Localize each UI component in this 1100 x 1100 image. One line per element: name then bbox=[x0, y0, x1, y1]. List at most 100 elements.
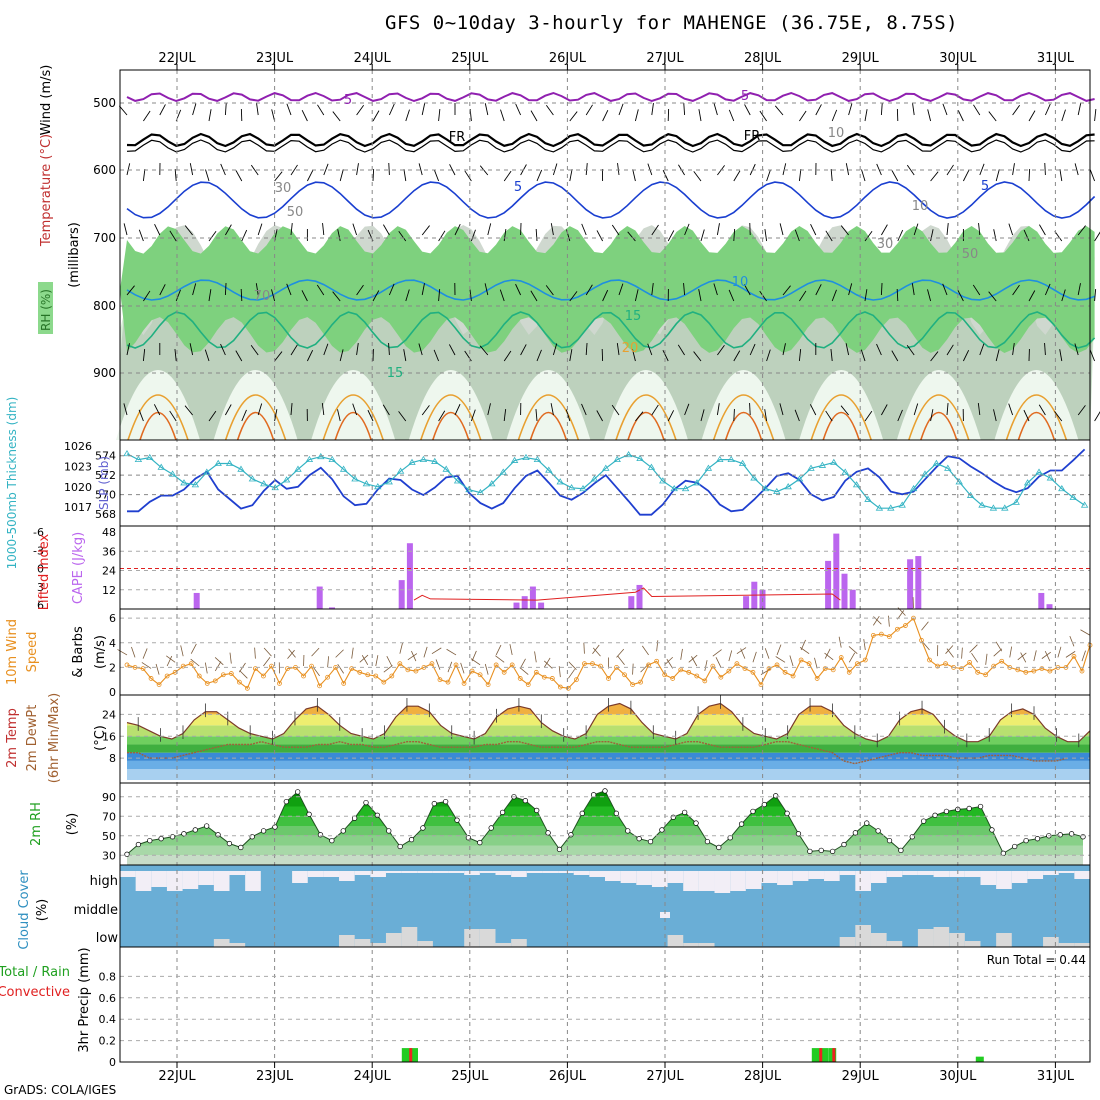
wind-barb-10m bbox=[460, 662, 465, 674]
wind-barb bbox=[503, 409, 507, 422]
rh-band bbox=[127, 855, 1083, 865]
thickness-point bbox=[396, 467, 405, 474]
wind-barb bbox=[848, 283, 853, 296]
cape-bar bbox=[849, 589, 856, 609]
wind-barb bbox=[962, 170, 970, 182]
rh-band bbox=[127, 826, 1083, 836]
thickness-point bbox=[442, 465, 450, 472]
wind-barb bbox=[749, 402, 751, 416]
wind-barb-10m bbox=[961, 647, 963, 659]
wind-barb bbox=[744, 104, 751, 116]
wind-barb bbox=[942, 283, 948, 296]
cloud-low-bar bbox=[370, 943, 386, 947]
wind10-speed-label: Speed bbox=[25, 632, 40, 673]
cloud-high-bar bbox=[980, 871, 997, 885]
wind-speed-point bbox=[1047, 668, 1053, 674]
wind-barb bbox=[470, 409, 476, 422]
boundary-layer-cone bbox=[408, 370, 493, 440]
cloud-high-bar bbox=[1027, 871, 1044, 879]
wind-barb bbox=[995, 349, 1000, 362]
wind10-units-label: (m/s) bbox=[93, 635, 108, 669]
wind-speed-point bbox=[734, 661, 740, 667]
wind-barb-10m bbox=[704, 660, 708, 672]
wind-barb bbox=[684, 403, 690, 416]
cape-bar bbox=[513, 602, 520, 609]
rh-point bbox=[169, 834, 176, 840]
wind-barb bbox=[205, 169, 210, 182]
rh-point bbox=[135, 841, 142, 848]
wind-barb bbox=[143, 110, 151, 122]
wind-barb bbox=[208, 289, 212, 302]
wind-barb-10m bbox=[383, 665, 393, 673]
wind-speed-point bbox=[533, 669, 539, 675]
wind-tick: 0 bbox=[109, 686, 116, 699]
rh-point bbox=[977, 803, 984, 810]
wind-barb bbox=[845, 343, 850, 356]
wind-barb bbox=[208, 109, 212, 122]
wind-barb bbox=[286, 103, 292, 116]
wind-barb-10m bbox=[1017, 652, 1027, 661]
wind-barb bbox=[876, 343, 882, 356]
wind-barb-10m bbox=[495, 644, 502, 656]
wind-barb bbox=[1028, 168, 1031, 182]
wind-barb bbox=[864, 289, 868, 302]
wind-barb bbox=[322, 223, 325, 236]
cloud-low-bar bbox=[855, 925, 871, 947]
date-label-top: 27JUL bbox=[646, 51, 684, 66]
rh-point bbox=[636, 836, 642, 842]
rh-point bbox=[750, 808, 756, 815]
wind-axis-label: Wind (m/s) bbox=[39, 65, 54, 136]
wind-barb bbox=[536, 349, 542, 362]
wind-barb-10m bbox=[411, 650, 417, 662]
cloud-level-label: middle bbox=[74, 903, 118, 918]
wind-barb bbox=[220, 343, 226, 356]
rh-point bbox=[886, 837, 893, 844]
temp-band bbox=[127, 703, 1090, 715]
wind-barb bbox=[189, 163, 194, 176]
precip-tick: 0.8 bbox=[99, 970, 117, 983]
thickness-point bbox=[681, 484, 690, 492]
rh-point bbox=[670, 814, 676, 820]
cloud-axis-label: Cloud Cover bbox=[17, 870, 32, 950]
cloud-high-bar bbox=[401, 871, 418, 873]
thickness-point bbox=[408, 458, 416, 465]
wind-barb bbox=[927, 109, 932, 122]
wind-speed-point bbox=[261, 673, 266, 679]
wind-speed-point bbox=[870, 632, 876, 638]
cloud-low-bar bbox=[479, 929, 496, 947]
rh-point bbox=[602, 788, 608, 794]
wind-barb-10m bbox=[583, 642, 585, 654]
wind-barb bbox=[728, 289, 735, 302]
wind-speed-point bbox=[574, 677, 579, 683]
temp-contour-25 bbox=[236, 411, 275, 441]
wind-barb bbox=[973, 104, 981, 116]
wind-barb bbox=[332, 291, 341, 302]
cloud-high-bar bbox=[166, 871, 183, 891]
wind-barb bbox=[274, 171, 283, 182]
wind-barb-10m bbox=[789, 655, 794, 667]
wind-barb-10m bbox=[470, 658, 481, 666]
wind-barb bbox=[356, 343, 359, 356]
precip-tick: 0.2 bbox=[99, 1035, 117, 1048]
thickness-point bbox=[362, 480, 371, 487]
wind-barb-10m bbox=[239, 670, 248, 679]
rh-point bbox=[317, 832, 324, 838]
wind-speed-point bbox=[485, 682, 491, 688]
wind-barb bbox=[700, 409, 705, 422]
temp-band bbox=[127, 714, 1090, 726]
wind-speed-point bbox=[895, 626, 900, 632]
wind-barb bbox=[891, 170, 899, 182]
cloud-high-bar bbox=[886, 871, 903, 877]
wind-speed-point bbox=[935, 663, 940, 669]
wind-barb bbox=[733, 408, 735, 422]
wind-barb bbox=[153, 404, 161, 416]
cloud-high-bar bbox=[198, 871, 214, 885]
cloud-high-bar bbox=[182, 871, 199, 889]
temp-band bbox=[127, 736, 1090, 745]
rh-point bbox=[818, 847, 824, 854]
wind-barb bbox=[683, 283, 686, 296]
rh-point bbox=[852, 830, 859, 836]
boundary-layer-cone bbox=[896, 370, 981, 440]
thickness-tick: 572 bbox=[95, 469, 116, 482]
thickness-point bbox=[909, 484, 918, 492]
